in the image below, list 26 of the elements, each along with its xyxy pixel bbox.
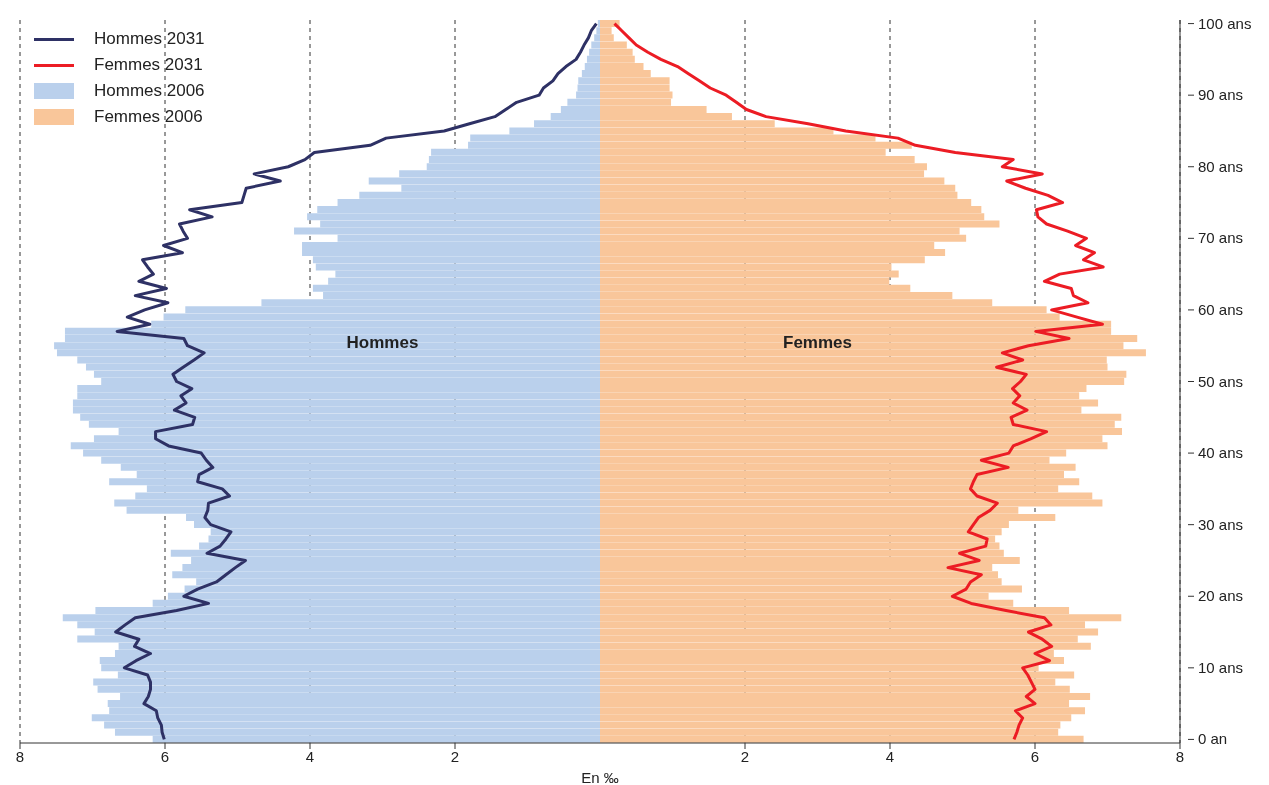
x-tick-label: 2 bbox=[740, 747, 750, 765]
x-tick-label: 2 bbox=[450, 747, 460, 765]
legend-label: Femmes 2006 bbox=[94, 107, 203, 127]
legend-label: Femmes 2031 bbox=[94, 55, 203, 75]
annotation: Femmes bbox=[783, 332, 852, 353]
legend-label: Hommes 2006 bbox=[94, 81, 205, 101]
x-tick-label: 8 bbox=[15, 747, 25, 765]
y-tick-label: 0 an bbox=[1198, 730, 1228, 748]
x-tick-label: 8 bbox=[1175, 747, 1185, 765]
x-tick-label: 6 bbox=[1030, 747, 1040, 765]
y-tick-label: 70 ans bbox=[1198, 229, 1244, 247]
x-tick-label: 4 bbox=[885, 747, 895, 765]
y-tick-label: 90 ans bbox=[1198, 86, 1244, 104]
y-tick-label: 20 ans bbox=[1198, 587, 1244, 605]
legend-label: Hommes 2031 bbox=[94, 29, 205, 49]
x-axis-title: En ‰ bbox=[581, 769, 619, 785]
y-tick-label: 40 ans bbox=[1198, 444, 1244, 462]
y-tick-label: 100 ans bbox=[1198, 14, 1252, 32]
y-tick-label: 80 ans bbox=[1198, 157, 1244, 175]
x-tick-label: 6 bbox=[160, 747, 170, 765]
y-tick-label: 30 ans bbox=[1198, 515, 1244, 533]
y-tick-label: 60 ans bbox=[1198, 300, 1244, 318]
y-tick-label: 50 ans bbox=[1198, 372, 1244, 390]
y-tick-label: 10 ans bbox=[1198, 658, 1244, 676]
x-tick-label: 4 bbox=[305, 747, 315, 765]
annotation: Hommes bbox=[346, 332, 419, 353]
